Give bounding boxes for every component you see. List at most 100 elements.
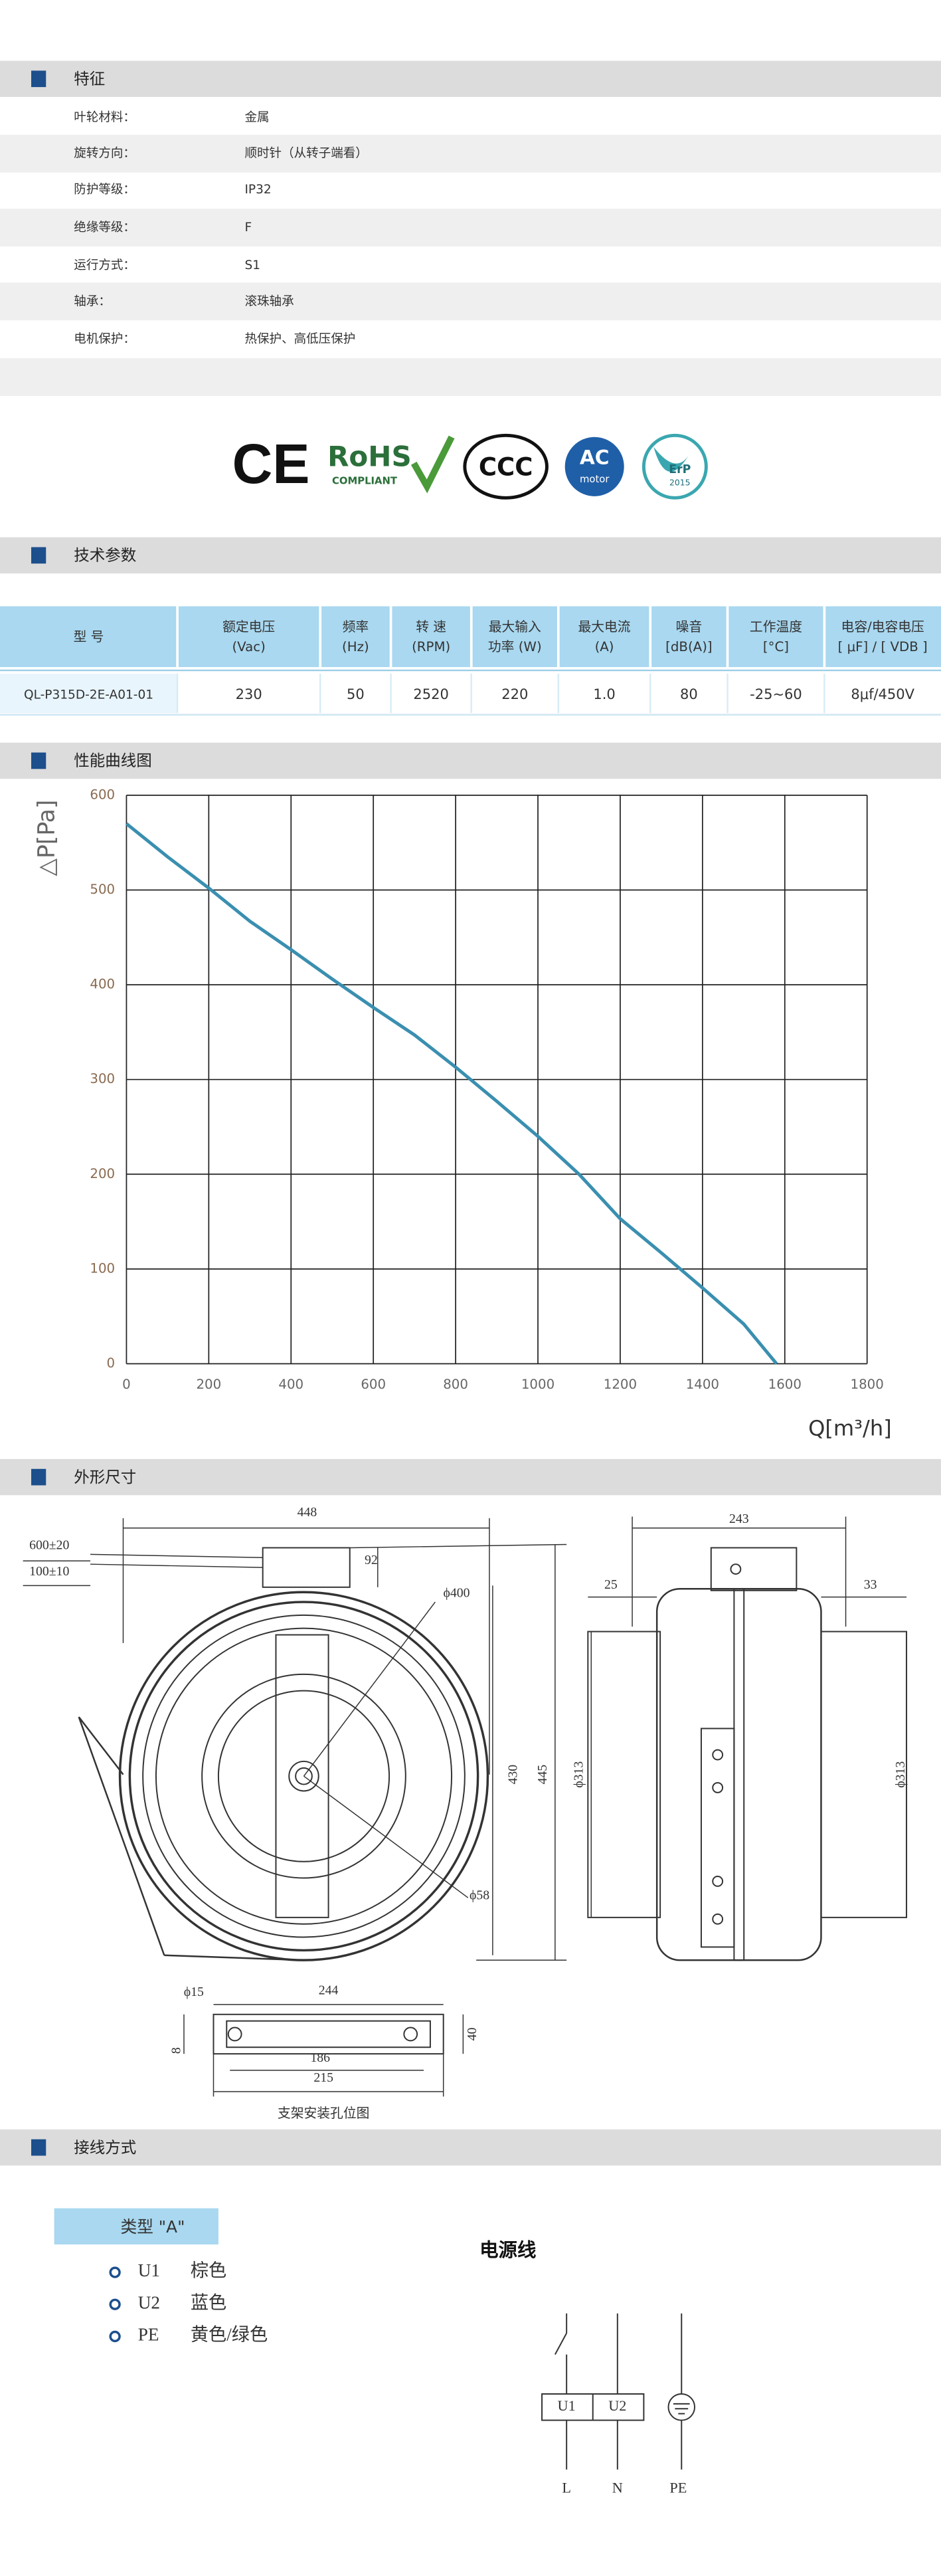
x-tick-label: 600 — [361, 1377, 386, 1392]
drawing-circle — [155, 1627, 453, 1925]
drawing-circle — [295, 1767, 313, 1785]
wire-code: U1 — [138, 2260, 160, 2280]
dimension-label: ϕ400 — [443, 1585, 470, 1600]
section-title: 特征 — [74, 69, 105, 88]
x-tick-label: 1400 — [686, 1377, 719, 1392]
table-header: [°C] — [763, 639, 789, 654]
drawing-rect — [710, 1547, 798, 1591]
line-label: L — [562, 2480, 571, 2496]
table-header: 转 速 — [416, 619, 446, 635]
dimension-label: 215 — [313, 2070, 333, 2085]
dimension-label: 186 — [310, 2050, 330, 2065]
line-label: PE — [669, 2480, 687, 2496]
table-cell: QL-P315D-2E-A01-01 — [24, 688, 153, 702]
dimension-label: 100±10 — [29, 1564, 69, 1579]
drawing-circle — [217, 1690, 390, 1862]
feature-label: 绝缘等级： — [74, 221, 135, 235]
erp-leaf — [653, 446, 690, 472]
drawing-circle — [201, 1673, 406, 1879]
dimension-label: 92 — [365, 1553, 378, 1567]
dimension-label: 33 — [864, 1577, 877, 1592]
drawing-circle — [712, 1876, 724, 1887]
wire-code: PE — [138, 2325, 159, 2345]
bullet — [109, 2298, 121, 2310]
dimension-label: ϕ313 — [571, 1761, 586, 1788]
table-cell: -25~60 — [750, 686, 802, 702]
y-tick-label: 500 — [90, 882, 115, 897]
dimension-label: 243 — [729, 1512, 749, 1526]
table-header: 最大电流 — [578, 619, 631, 635]
y-tick-label: 0 — [107, 1355, 116, 1371]
table-header: [ μF] / [ VDB ] — [838, 639, 928, 654]
feature-value: 金属 — [244, 110, 269, 124]
y-tick-label: 400 — [90, 977, 115, 992]
dimension-label: ϕ58 — [470, 1888, 489, 1902]
check-mark — [410, 435, 455, 494]
drawing-rect — [213, 2013, 444, 2055]
table-header: 功率 (W) — [488, 639, 542, 654]
table-header: [dB(A)] — [665, 639, 712, 654]
table-header: 型 号 — [74, 629, 104, 644]
table-header: (Hz) — [342, 639, 369, 654]
y-tick-label: 300 — [90, 1071, 115, 1086]
drawing-line — [349, 1543, 567, 1549]
dimension-label: ϕ15 — [184, 1985, 204, 1999]
row-band — [0, 282, 941, 321]
drawing-circle — [667, 2393, 696, 2421]
drawing-rect — [262, 1547, 351, 1588]
drawing-circle — [712, 1749, 724, 1761]
table-cell: 2520 — [413, 686, 448, 702]
feature-value: IP32 — [244, 183, 271, 197]
drawing-circle — [712, 1782, 724, 1793]
drawing-circle — [288, 1760, 319, 1792]
cert-ac: AC — [580, 445, 610, 468]
terminal-label: U2 — [608, 2397, 626, 2414]
cert-rohs-sub: COMPLIANT — [332, 476, 398, 487]
cert-ce: CE — [232, 433, 310, 495]
section-marker — [31, 2139, 46, 2156]
section-title: 接线方式 — [74, 2138, 136, 2157]
table-header: (Vac) — [232, 639, 265, 654]
dimension-label: 25 — [604, 1577, 618, 1592]
section-bar — [0, 537, 941, 574]
section-bar — [0, 1458, 941, 1496]
y-tick-label: 200 — [90, 1166, 115, 1181]
table-cell: 8μf/450V — [851, 686, 914, 702]
drawing-circle — [730, 1563, 742, 1575]
y-tick-label: 100 — [90, 1260, 115, 1276]
type-box — [54, 2208, 218, 2244]
feature-label: 电机保护： — [74, 332, 135, 346]
y-tick-label: 600 — [90, 787, 115, 802]
ccc-ring — [463, 433, 549, 500]
wire-code: U2 — [138, 2292, 160, 2312]
section-bar — [0, 742, 941, 779]
x-tick-label: 1000 — [521, 1377, 555, 1392]
drawing-rect — [587, 1631, 661, 1918]
bullet — [109, 2266, 121, 2278]
line-label: N — [612, 2480, 623, 2496]
dimension-label: 430 — [506, 1765, 521, 1785]
row-band — [0, 134, 941, 173]
drawing-line — [303, 1775, 469, 1898]
drawing-body — [655, 1588, 822, 1961]
table-header: 电容/电容电压 — [841, 619, 924, 635]
section-title: 外形尺寸 — [74, 1468, 136, 1486]
dimension-label: 448 — [298, 1505, 317, 1520]
curve-line — [125, 822, 778, 1365]
table-cell: 80 — [680, 686, 698, 702]
row-band — [0, 358, 941, 396]
feature-label: 旋转方向： — [74, 147, 135, 161]
dimension-label: 445 — [535, 1765, 550, 1785]
dimension-label: 600±20 — [29, 1538, 69, 1553]
drawing-line — [554, 2333, 568, 2355]
row-band — [0, 209, 941, 247]
drawing-rect — [226, 2020, 431, 2048]
drawing-line — [90, 1563, 263, 1568]
section-title: 性能曲线图 — [74, 751, 151, 770]
terminal-label: U1 — [558, 2397, 576, 2414]
cert-erp: ErP — [669, 463, 691, 476]
section-bar — [0, 2129, 941, 2166]
drawing-rect — [733, 1588, 745, 1961]
wire-color: 棕色 — [191, 2260, 226, 2280]
